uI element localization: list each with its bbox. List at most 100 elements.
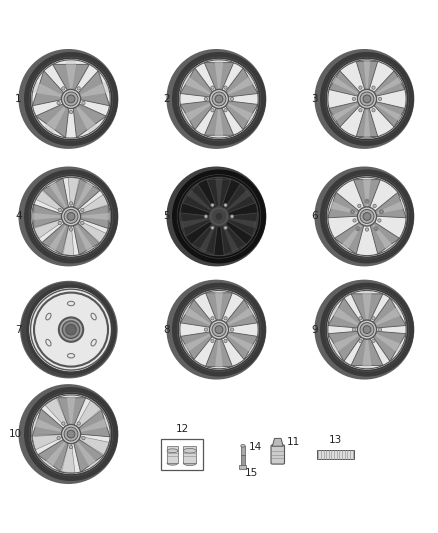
Bar bbox=[240, 465, 247, 470]
Polygon shape bbox=[374, 200, 405, 215]
Ellipse shape bbox=[323, 286, 410, 373]
Circle shape bbox=[372, 86, 375, 90]
Polygon shape bbox=[373, 77, 403, 96]
Polygon shape bbox=[224, 101, 258, 130]
Circle shape bbox=[209, 90, 229, 109]
Text: 8: 8 bbox=[163, 325, 170, 335]
Polygon shape bbox=[372, 101, 405, 127]
Polygon shape bbox=[331, 333, 361, 353]
Polygon shape bbox=[73, 178, 100, 212]
Polygon shape bbox=[45, 439, 67, 468]
Polygon shape bbox=[364, 106, 370, 138]
Circle shape bbox=[215, 213, 223, 220]
Ellipse shape bbox=[176, 173, 262, 260]
Circle shape bbox=[211, 109, 214, 112]
Circle shape bbox=[352, 98, 356, 101]
Circle shape bbox=[372, 109, 375, 112]
Polygon shape bbox=[183, 333, 213, 353]
Circle shape bbox=[211, 340, 214, 343]
Polygon shape bbox=[78, 204, 108, 229]
Polygon shape bbox=[34, 204, 64, 229]
Polygon shape bbox=[182, 184, 215, 214]
Polygon shape bbox=[373, 102, 403, 122]
Circle shape bbox=[67, 95, 75, 103]
Text: 14: 14 bbox=[249, 442, 262, 451]
Circle shape bbox=[204, 98, 208, 101]
Ellipse shape bbox=[28, 286, 115, 373]
Text: 11: 11 bbox=[287, 437, 300, 447]
Circle shape bbox=[57, 437, 60, 440]
Polygon shape bbox=[62, 223, 74, 255]
Ellipse shape bbox=[241, 445, 245, 447]
Circle shape bbox=[360, 322, 374, 336]
Polygon shape bbox=[224, 189, 252, 213]
Circle shape bbox=[212, 322, 226, 336]
Circle shape bbox=[359, 340, 362, 343]
Ellipse shape bbox=[323, 173, 410, 260]
Polygon shape bbox=[57, 398, 86, 427]
Polygon shape bbox=[32, 82, 65, 98]
Polygon shape bbox=[341, 222, 364, 251]
Polygon shape bbox=[373, 333, 403, 353]
Polygon shape bbox=[332, 102, 361, 122]
Circle shape bbox=[374, 227, 378, 231]
Circle shape bbox=[64, 209, 78, 223]
Circle shape bbox=[359, 86, 362, 90]
Text: 4: 4 bbox=[15, 212, 22, 221]
Polygon shape bbox=[32, 409, 65, 437]
Polygon shape bbox=[183, 306, 213, 327]
Polygon shape bbox=[38, 438, 69, 472]
Polygon shape bbox=[180, 68, 214, 97]
Polygon shape bbox=[335, 221, 364, 254]
Circle shape bbox=[363, 213, 371, 220]
Polygon shape bbox=[371, 331, 406, 361]
Bar bbox=[241, 446, 245, 455]
Polygon shape bbox=[76, 220, 106, 244]
Circle shape bbox=[224, 317, 227, 320]
Ellipse shape bbox=[67, 353, 74, 358]
Ellipse shape bbox=[176, 55, 262, 142]
Polygon shape bbox=[180, 213, 213, 237]
Polygon shape bbox=[36, 103, 69, 138]
Ellipse shape bbox=[62, 321, 80, 338]
Polygon shape bbox=[77, 409, 110, 437]
Ellipse shape bbox=[28, 173, 115, 260]
Circle shape bbox=[378, 328, 381, 332]
Ellipse shape bbox=[184, 448, 196, 453]
Polygon shape bbox=[225, 306, 255, 327]
Polygon shape bbox=[77, 436, 110, 456]
Polygon shape bbox=[74, 439, 98, 468]
Polygon shape bbox=[183, 76, 213, 96]
Ellipse shape bbox=[28, 55, 115, 142]
Circle shape bbox=[211, 226, 214, 229]
Text: 5: 5 bbox=[163, 212, 170, 221]
Circle shape bbox=[212, 92, 226, 106]
Circle shape bbox=[353, 219, 356, 222]
Circle shape bbox=[204, 215, 208, 218]
Polygon shape bbox=[180, 332, 214, 360]
Circle shape bbox=[77, 87, 80, 90]
Polygon shape bbox=[74, 104, 99, 134]
Circle shape bbox=[363, 326, 371, 334]
Bar bbox=[184, 446, 196, 463]
Ellipse shape bbox=[91, 340, 96, 346]
Circle shape bbox=[209, 207, 229, 226]
Circle shape bbox=[224, 109, 227, 112]
Polygon shape bbox=[373, 192, 406, 218]
Circle shape bbox=[69, 201, 73, 205]
Polygon shape bbox=[78, 82, 110, 98]
Circle shape bbox=[365, 228, 369, 231]
Circle shape bbox=[61, 90, 81, 109]
Polygon shape bbox=[331, 306, 361, 327]
Circle shape bbox=[357, 320, 377, 339]
Polygon shape bbox=[180, 300, 214, 328]
Ellipse shape bbox=[91, 313, 96, 320]
Text: 15: 15 bbox=[245, 468, 258, 478]
Circle shape bbox=[64, 92, 78, 106]
Polygon shape bbox=[225, 76, 255, 96]
Circle shape bbox=[365, 199, 369, 203]
Circle shape bbox=[82, 101, 85, 104]
Circle shape bbox=[357, 228, 359, 230]
Circle shape bbox=[81, 208, 84, 212]
Circle shape bbox=[224, 86, 227, 90]
